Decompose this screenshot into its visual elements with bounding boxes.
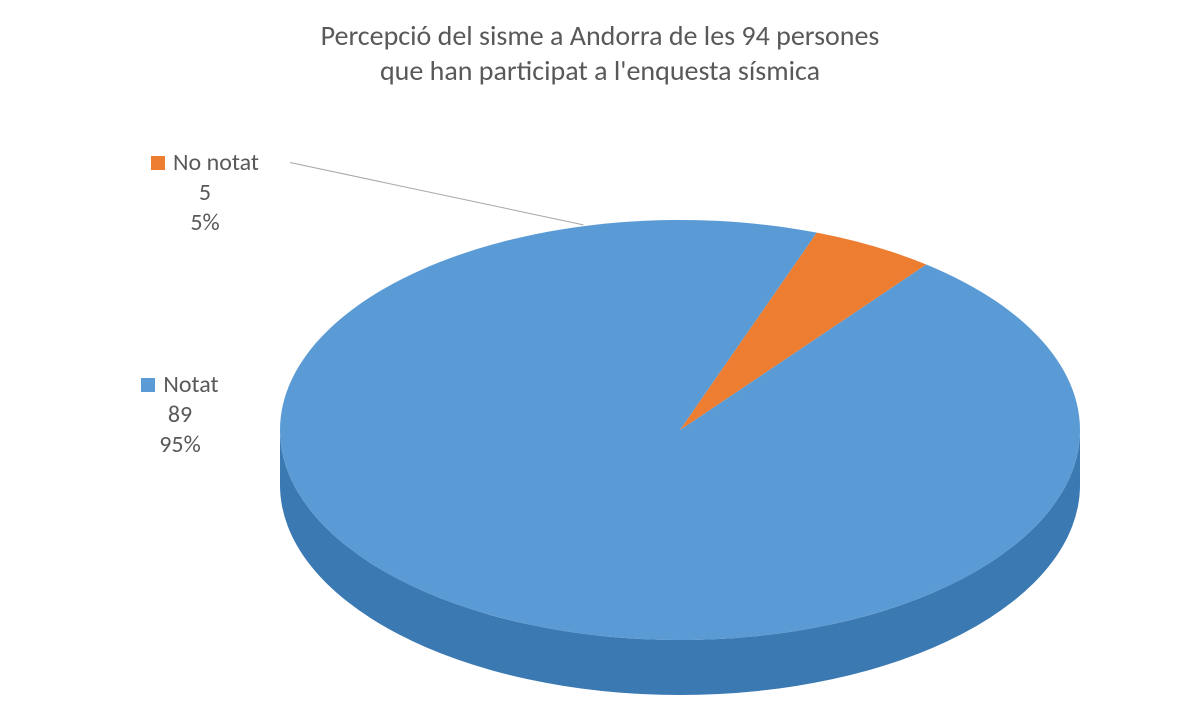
chart-title-line-2: que han participat a l'enquesta sísmica [0, 53, 1200, 88]
chart-title-line-1: Percepció del sisme a Andorra de les 94 … [0, 18, 1200, 53]
legend-row: No notat [120, 148, 290, 178]
swatch-notat [141, 378, 155, 392]
chart-title: Percepció del sisme a Andorra de les 94 … [0, 18, 1200, 88]
legend-percent: 95% [110, 430, 250, 460]
legend-value: 89 [110, 400, 250, 430]
pie-chart [275, 215, 1085, 705]
chart-container: Percepció del sisme a Andorra de les 94 … [0, 0, 1200, 722]
legend-row: Notat [110, 370, 250, 400]
legend-label: Notat [163, 370, 218, 400]
legend-value: 5 [120, 178, 290, 208]
swatch-no-notat [151, 156, 165, 170]
legend-percent: 5% [120, 208, 290, 238]
legend-label: No notat [173, 148, 259, 178]
legend-notat: Notat 89 95% [110, 370, 250, 460]
pie-svg [275, 215, 1085, 700]
legend-no-notat: No notat 5 5% [120, 148, 290, 238]
